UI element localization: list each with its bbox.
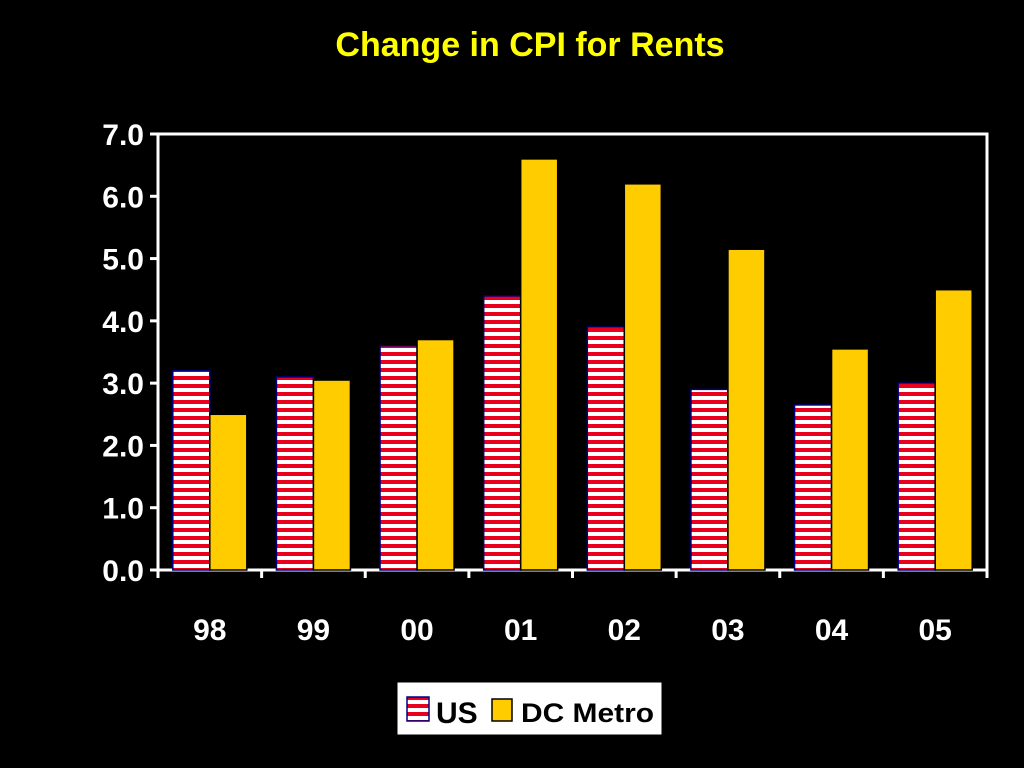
legend-label-us: US (436, 697, 478, 730)
bar-dc-metro-00 (416, 338, 455, 571)
bar-dc-metro-02 (623, 183, 663, 571)
bar-dc-metro-01 (519, 158, 559, 571)
bar-us-99 (275, 376, 315, 571)
bar-us-03 (690, 388, 729, 571)
x-tick-label: 01 (504, 614, 537, 647)
y-tick-label: 6.0 (102, 181, 144, 214)
y-axis: 0.0 1.0 2.0 3.0 4.0 5.0 6.0 7.0 (102, 119, 158, 588)
x-tick-label: 99 (297, 614, 330, 647)
bar-us-01 (482, 295, 522, 571)
bar-dc-metro-05 (934, 288, 973, 571)
y-tick-label: 0.0 (102, 555, 144, 588)
chart-title: Change in CPI for Rents (335, 26, 725, 64)
x-tick-label: 04 (815, 614, 849, 647)
x-tick-label: 98 (193, 614, 226, 647)
x-tick-label: 03 (711, 614, 744, 647)
bar-us-04 (793, 404, 833, 571)
bar-dc-metro-04 (830, 348, 870, 571)
y-tick-label: 5.0 (102, 244, 144, 277)
bar-dc-metro-03 (727, 248, 766, 571)
y-tick-label: 3.0 (102, 368, 144, 401)
legend: US DC Metro (396, 681, 663, 736)
legend-box (396, 681, 663, 736)
bar-us-05 (897, 382, 936, 571)
bar-us-98 (172, 369, 211, 571)
legend-swatch-us (406, 696, 430, 722)
x-tick-label: 02 (608, 614, 641, 647)
y-tick-label: 7.0 (102, 119, 144, 152)
y-tick-label: 4.0 (102, 306, 144, 339)
y-tick-label: 2.0 (102, 430, 144, 463)
legend-swatch-dc-metro (491, 698, 513, 722)
bar-dc-metro-98 (209, 413, 248, 571)
bars-group (172, 158, 973, 571)
x-axis: 98 99 00 01 02 03 04 05 (156, 570, 989, 647)
bar-us-02 (586, 326, 626, 571)
x-tick-label: 05 (919, 614, 952, 647)
legend-label-dc-metro: DC Metro (521, 698, 654, 728)
bar-us-00 (379, 345, 418, 571)
x-tick-label: 00 (400, 614, 433, 647)
bar-dc-metro-99 (312, 379, 352, 571)
y-tick-label: 1.0 (102, 493, 144, 526)
